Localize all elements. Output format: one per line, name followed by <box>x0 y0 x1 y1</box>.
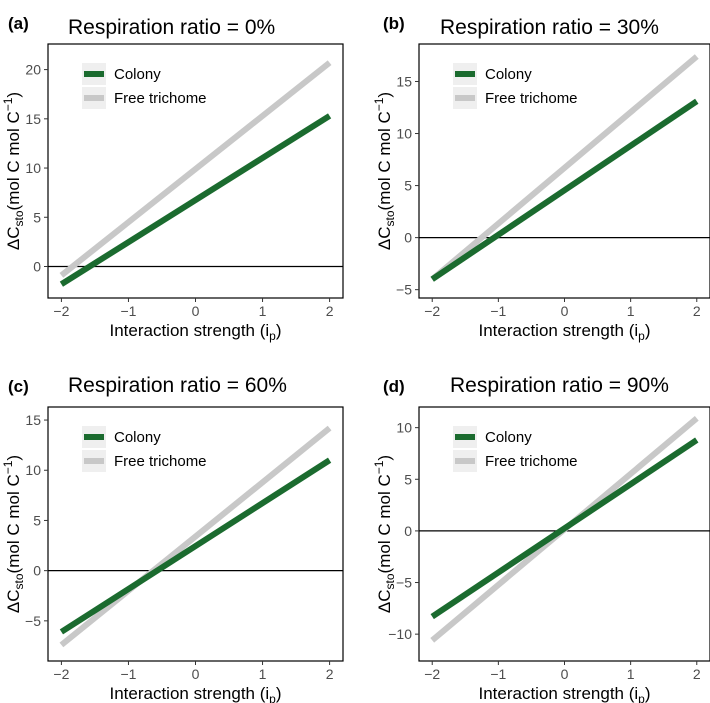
panel-title: Respiration ratio = 30% <box>440 16 659 39</box>
x-tick-label: −2 <box>424 303 440 319</box>
legend-label: Colony <box>485 429 532 446</box>
y-tick-label: 0 <box>404 230 412 246</box>
series-line-colony <box>59 457 332 635</box>
legend: Colony Free trichome <box>82 426 207 472</box>
legend-label: Free trichome <box>114 90 207 107</box>
x-tick-label: 0 <box>561 666 569 682</box>
x-tick-label: 1 <box>259 303 267 319</box>
y-tick-label: 15 <box>25 412 41 428</box>
y-tick-label: 0 <box>404 523 412 539</box>
panel-label: (b) <box>383 14 405 33</box>
legend-label: Free trichome <box>485 453 578 470</box>
y-axis-title: ΔCsto(mol C mol C−1) <box>1 455 26 613</box>
panel-c: (c) Respiration ratio = 60% −2 −1 0 1 2 −5 0 5 10 1… <box>1 374 344 703</box>
x-axis-title: Interaction strength (ip) <box>478 684 650 703</box>
series-line-free-trichome <box>59 60 332 278</box>
panel-a: (a) Respiration ratio = 0%−2 −1 0 1 205101520… <box>1 14 344 343</box>
y-tick-label: 10 <box>25 462 41 478</box>
series-line-colony <box>430 437 699 620</box>
y-tick-label: −5 <box>25 613 41 629</box>
x-tick-label: 0 <box>561 303 569 319</box>
y-axis-title: ΔCsto(mol C mol C−1) <box>372 455 397 613</box>
y-axis-title: ΔCsto(mol C mol C−1) <box>1 92 26 250</box>
y-tick-label: 20 <box>25 62 41 78</box>
y-tick-label: 5 <box>33 209 41 225</box>
y-tick-label: 10 <box>396 420 412 436</box>
x-tick-label: 2 <box>326 666 334 682</box>
panel-title: Respiration ratio = 90% <box>450 374 669 397</box>
panel-label: (c) <box>8 377 29 396</box>
legend: Colony Free trichome <box>82 63 207 109</box>
legend: Colony Free trichome <box>453 426 578 472</box>
x-tick-label: 2 <box>326 303 334 319</box>
x-tick-label: −1 <box>120 666 136 682</box>
y-tick-label: 15 <box>396 73 412 89</box>
x-axis-title: Interaction strength (ip) <box>109 321 281 343</box>
legend-label: Colony <box>114 66 161 83</box>
x-tick-label: 1 <box>627 666 635 682</box>
x-axis-title: Interaction strength (ip) <box>478 321 650 343</box>
series-line-free-trichome <box>59 425 332 648</box>
x-tick-label: −1 <box>120 303 136 319</box>
x-tick-label: −1 <box>490 303 506 319</box>
legend-label: Free trichome <box>485 90 578 107</box>
y-tick-label: 5 <box>404 471 412 487</box>
x-tick-label: −2 <box>424 666 440 682</box>
x-tick-label: 2 <box>693 303 701 319</box>
series-line-colony <box>59 113 332 287</box>
y-tick-label: 10 <box>396 126 412 142</box>
y-tick-label: 0 <box>33 258 41 274</box>
y-tick-label: 10 <box>25 160 41 176</box>
y-tick-label: 0 <box>33 563 41 579</box>
x-tick-label: −2 <box>53 303 69 319</box>
y-tick-label: 5 <box>33 512 41 528</box>
y-tick-label: 15 <box>25 111 41 127</box>
y-tick-label: −5 <box>396 575 412 591</box>
x-tick-label: 1 <box>627 303 635 319</box>
y-tick-label: 5 <box>404 178 412 194</box>
x-tick-label: 0 <box>192 666 200 682</box>
panel-label: (a) <box>8 14 29 33</box>
x-tick-label: −1 <box>490 666 506 682</box>
y-tick-label: −10 <box>388 626 412 642</box>
panel-title: Respiration ratio = 0% <box>68 16 275 39</box>
panel-d: (d) Respiration ratio = 90%−2 −1 0 1 2−10−505… <box>372 374 710 703</box>
panel-label: (d) <box>383 377 405 396</box>
x-tick-label: 2 <box>693 666 701 682</box>
y-tick-label: −5 <box>396 282 412 298</box>
x-axis-title: Interaction strength (ip) <box>109 684 281 703</box>
series-line-free-trichome <box>430 54 699 282</box>
y-axis-title: ΔCsto(mol C mol C−1) <box>372 92 397 250</box>
x-tick-label: 0 <box>192 303 200 319</box>
legend: Colony Free trichome <box>453 63 578 109</box>
legend-label: Colony <box>485 66 532 83</box>
series-line-colony <box>430 98 699 282</box>
x-tick-label: −2 <box>53 666 69 682</box>
legend-label: Free trichome <box>114 453 207 470</box>
legend-label: Colony <box>114 429 161 446</box>
panel-title: Respiration ratio = 60% <box>68 374 287 397</box>
panel-b: (b) Respiration ratio = 30% −2 −1 0 1 2 −5 0 5 10 1… <box>372 14 710 343</box>
x-tick-label: 1 <box>259 666 267 682</box>
